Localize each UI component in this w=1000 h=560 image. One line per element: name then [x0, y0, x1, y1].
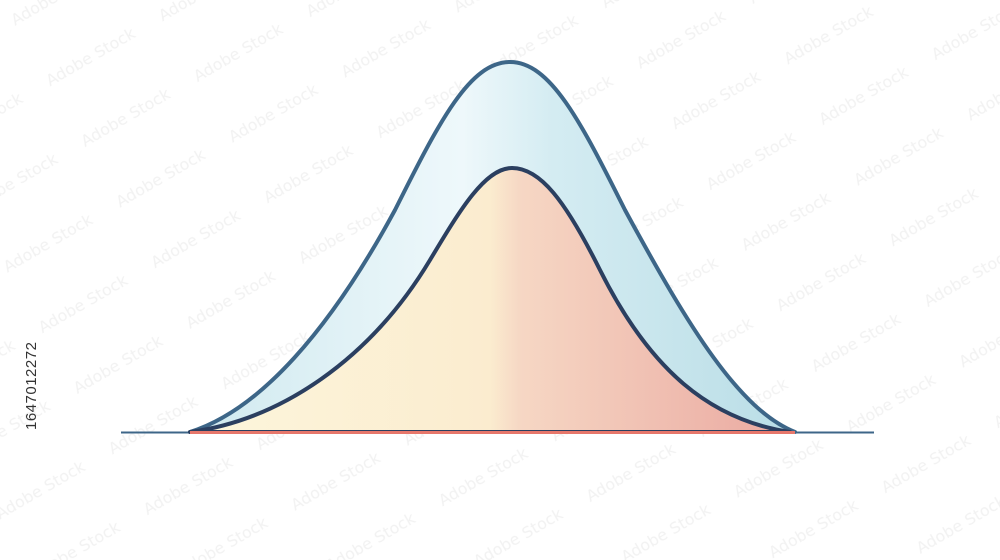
watermark-id-text: 1647012272 [23, 341, 40, 430]
inner-bell-curve-icon [188, 166, 792, 434]
